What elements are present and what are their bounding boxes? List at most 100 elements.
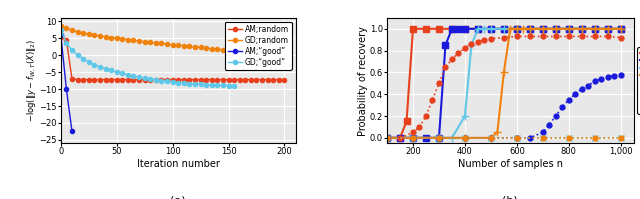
GD;random <box>186 45 193 48</box>
K=5 <box>500 28 508 30</box>
K=5(rand) <box>422 115 430 117</box>
X-axis label: Number of samples n: Number of samples n <box>458 159 563 169</box>
K=5(rand) <box>454 52 462 54</box>
Line: K=20: K=20 <box>383 25 625 142</box>
GD;“good” <box>74 54 81 56</box>
GD;random <box>102 36 109 38</box>
K=5(rand) <box>487 37 495 40</box>
AM;random <box>157 78 165 81</box>
Legend: AM;random, GD;random, AM;“good”, GD;“good”: AM;random, GD;random, AM;“good”, GD;“goo… <box>225 22 292 70</box>
Line: K=15: K=15 <box>383 25 625 142</box>
K=10(rand) <box>545 124 553 126</box>
K=5 <box>565 28 573 30</box>
GD;random <box>196 46 204 49</box>
K=5(rand) <box>604 35 611 38</box>
K=10 <box>442 44 449 46</box>
AM;random <box>191 78 199 81</box>
K=15 <box>591 28 598 30</box>
K=5(rand) <box>500 36 508 39</box>
AM;random <box>186 78 193 81</box>
GD;“good” <box>108 69 115 72</box>
K=15(rand) <box>617 137 625 139</box>
K=5 <box>578 28 586 30</box>
K=15(rand) <box>461 137 468 139</box>
K=15(rand) <box>435 137 443 139</box>
K=5 <box>604 28 611 30</box>
K=15 <box>461 115 468 117</box>
AM;“good” <box>57 34 65 36</box>
K=5 <box>526 28 534 30</box>
K=5 <box>513 28 521 30</box>
K=10(rand) <box>565 99 573 101</box>
AM;random <box>174 78 182 81</box>
AM;random <box>247 78 255 81</box>
GD;“good” <box>57 29 65 31</box>
GD;“good” <box>147 78 154 80</box>
GD;“good” <box>191 83 199 85</box>
K=5(rand) <box>442 66 449 68</box>
K=20 <box>539 28 547 30</box>
K=10 <box>409 137 417 139</box>
Line: K=10(rand): K=10(rand) <box>385 72 623 140</box>
K=10 <box>435 137 443 139</box>
K=5(rand) <box>513 35 521 38</box>
K=10 <box>539 28 547 30</box>
GD;“good” <box>163 80 171 82</box>
K=5(rand) <box>435 82 443 85</box>
GD;random <box>90 34 98 36</box>
K=5 <box>474 28 482 30</box>
GD;“good” <box>113 71 120 73</box>
Y-axis label: $-\log(\|y - f_{W,T}(X)\|_2)$: $-\log(\|y - f_{W,T}(X)\|_2)$ <box>25 39 38 122</box>
Line: AM;“good”: AM;“good” <box>59 33 74 134</box>
AM;random <box>57 35 65 38</box>
GD;random <box>225 50 232 52</box>
GD;random <box>157 42 165 45</box>
K=20(rand) <box>409 137 417 139</box>
K=5 <box>396 137 404 139</box>
K=10(rand) <box>539 131 547 134</box>
AM;random <box>102 78 109 81</box>
K=5(rand) <box>539 35 547 38</box>
GD;“good” <box>202 83 210 86</box>
GD;“good” <box>118 72 126 75</box>
AM;random <box>208 78 216 81</box>
K=5(rand) <box>409 131 417 134</box>
AM;random <box>79 78 87 81</box>
GD;“good” <box>63 42 70 45</box>
AM;random <box>241 78 249 81</box>
AM;random <box>219 78 227 81</box>
K=15 <box>487 28 495 30</box>
K=15(rand) <box>383 137 391 139</box>
AM;random <box>202 78 210 81</box>
AM;random <box>236 78 244 81</box>
K=10 <box>422 137 430 139</box>
GD;random <box>230 50 238 53</box>
K=15 <box>435 137 443 139</box>
GD;“good” <box>96 66 104 68</box>
GD;random <box>247 53 255 55</box>
K=5(rand) <box>552 35 559 38</box>
GD;“good” <box>90 63 98 66</box>
GD;random <box>130 39 138 41</box>
K=5(rand) <box>468 43 476 45</box>
K=10(rand) <box>572 93 579 95</box>
AM;random <box>230 78 238 81</box>
AM;random <box>275 78 283 81</box>
AM;random <box>118 78 126 81</box>
K=10(rand) <box>584 84 592 87</box>
GD;random <box>258 54 266 57</box>
K=20 <box>604 28 611 30</box>
GD;random <box>163 43 171 45</box>
K=5 <box>403 120 410 123</box>
K=10 <box>617 28 625 30</box>
K=5(rand) <box>396 137 404 139</box>
K=10(rand) <box>558 106 566 108</box>
K=10 <box>474 28 482 30</box>
Text: (a): (a) <box>170 196 186 199</box>
K=15 <box>500 28 508 30</box>
GD;random <box>264 55 271 58</box>
K=5(rand) <box>429 99 436 101</box>
AM;random <box>214 78 221 81</box>
K=15 <box>383 137 391 139</box>
GD;random <box>169 44 177 46</box>
